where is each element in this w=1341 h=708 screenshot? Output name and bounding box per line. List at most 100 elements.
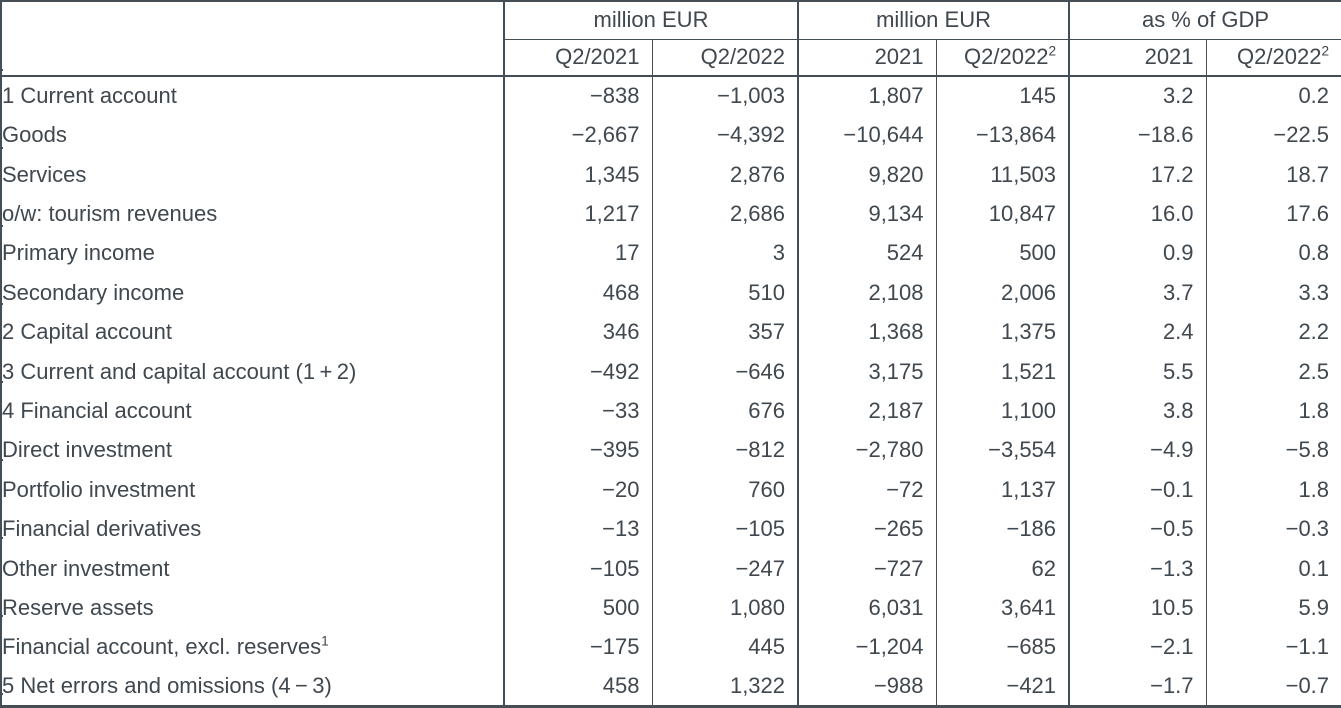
value-cell: 3,641 <box>935 588 1070 628</box>
value-cell: 1,080 <box>651 588 799 628</box>
left-edge-tick <box>0 693 3 695</box>
value-cell: −22.5 <box>1205 115 1341 155</box>
value-cell: −1,204 <box>797 627 937 668</box>
table-row-1-current-account: 1 Current account −838 −1,003 1,807 145 3.2 0.… <box>1 76 1341 116</box>
value-cell: 1.8 <box>1205 391 1341 431</box>
value-cell: −247 <box>651 548 799 589</box>
value-cell: −1.3 <box>1068 548 1207 589</box>
value-cell: 2.5 <box>1205 351 1341 392</box>
value-cell: −0.7 <box>1205 667 1341 707</box>
value-cell: 11,503 <box>935 154 1070 195</box>
value-cell: −265 <box>797 509 937 549</box>
value-cell: −4,392 <box>651 115 799 155</box>
value-cell: 3.7 <box>1068 273 1207 313</box>
column-header-q2-2021-0: Q2/2021 <box>503 39 652 77</box>
value-cell: 524 <box>797 233 937 274</box>
value-cell: 1.8 <box>1205 470 1341 510</box>
table-row-direct-investment: Direct investment −395 −812 −2,780 −3,554 −4.… <box>1 430 1341 471</box>
header-group-row: million EUR million EUR as % of GDP <box>1 1 1341 77</box>
value-cell: −33 <box>503 391 652 431</box>
value-cell: 3,175 <box>797 351 937 392</box>
table-row-3-current-and-capital-account-1-2: 3 Current and capital account (1 + 2) −49… <box>1 351 1341 392</box>
value-cell: −2,667 <box>503 115 652 155</box>
value-cell: −186 <box>935 509 1070 549</box>
table-row-reserve-assets: Reserve assets 500 1,080 6,031 3,641 10.5 5.9 <box>1 588 1341 628</box>
row-label: Financial account, excl. reserves1 <box>2 634 329 660</box>
table-row-other-investment: Other investment −105 −247 −727 62 −1.3 0.1 <box>1 548 1341 589</box>
left-edge-tick <box>0 381 3 383</box>
row-label: o/w: tourism revenues <box>2 200 218 226</box>
value-cell: −3,554 <box>935 430 1070 471</box>
row-label: Services <box>2 161 87 187</box>
value-cell: 1,322 <box>651 667 799 707</box>
value-cell: 9,820 <box>797 154 937 195</box>
value-cell: 3.8 <box>1068 391 1207 431</box>
value-cell: −72 <box>797 470 937 510</box>
value-cell: −105 <box>503 548 652 589</box>
value-cell: 445 <box>651 627 799 668</box>
value-cell: 760 <box>651 470 799 510</box>
value-cell: 0.8 <box>1205 233 1341 274</box>
left-edge-tick <box>0 537 3 539</box>
row-label: Portfolio investment <box>2 476 196 502</box>
value-cell: 1,807 <box>797 76 937 116</box>
value-cell: 3.2 <box>1068 76 1207 116</box>
value-cell: 17 <box>503 233 652 274</box>
value-cell: 500 <box>935 233 1070 274</box>
value-cell: 1,137 <box>935 470 1070 510</box>
value-cell: 1,368 <box>797 312 937 352</box>
left-edge-tick <box>0 459 3 461</box>
value-cell: −5.8 <box>1205 430 1341 471</box>
value-cell: −2.1 <box>1068 627 1207 668</box>
value-cell: −685 <box>935 627 1070 668</box>
value-cell: −105 <box>651 509 799 549</box>
group-header-percent-gdp: as % of GDP <box>1068 1 1341 40</box>
group-header-million-eur-quarterly: million EUR <box>502 1 799 40</box>
row-label: Reserve assets <box>2 594 154 620</box>
value-cell: 357 <box>651 312 799 352</box>
row-label: 1 Current account <box>2 83 177 109</box>
table-row-financial-derivatives: Financial derivatives −13 −105 −265 −186 −0.5… <box>1 509 1341 549</box>
value-cell: 6,031 <box>797 588 937 628</box>
value-cell: −0.5 <box>1068 509 1207 549</box>
value-cell: 3.3 <box>1205 273 1341 313</box>
group-header-million-eur-annual: million EUR <box>797 1 1070 40</box>
left-edge-tick <box>0 615 3 617</box>
value-cell: −395 <box>503 430 652 471</box>
column-header-2021-4: 2021 <box>1068 39 1207 77</box>
value-cell: 17.6 <box>1205 194 1341 234</box>
value-cell: −492 <box>503 351 652 392</box>
value-cell: −13 <box>503 509 652 549</box>
row-label: Direct investment <box>2 437 172 463</box>
value-cell: −1,003 <box>651 76 799 116</box>
value-cell: −2,780 <box>797 430 937 471</box>
value-cell: 500 <box>503 588 652 628</box>
value-cell: 0.9 <box>1068 233 1207 274</box>
value-cell: −812 <box>651 430 799 471</box>
table-row-services: Services 1,345 2,876 9,820 11,503 17.2 18.7 <box>1 154 1341 195</box>
value-cell: 2.2 <box>1205 312 1341 352</box>
value-cell: 145 <box>935 76 1070 116</box>
value-cell: 2,876 <box>651 154 799 195</box>
value-cell: −18.6 <box>1068 115 1207 155</box>
value-cell: 9,134 <box>797 194 937 234</box>
row-label: Goods <box>2 122 67 148</box>
header-period-row: Q2/2021 Q2/2022 2021 Q2/20222 2021 Q2/20222 <box>1 39 1341 77</box>
left-edge-tick <box>0 69 3 71</box>
row-label: 5 Net errors and omissions (4 − 3) <box>2 673 332 699</box>
table-row-portfolio-investment: Portfolio investment −20 760 −72 1,137 −0.1 1.… <box>1 470 1341 510</box>
value-cell: 676 <box>651 391 799 431</box>
value-cell: 3 <box>651 233 799 274</box>
row-label-header-cell <box>1 1 504 77</box>
table-row-secondary-income: Secondary income 468 510 2,108 2,006 3.7 3.3 <box>1 273 1341 313</box>
table-header: million EUR million EUR as % of GDP Q2/2… <box>1 1 1341 77</box>
table-row-2-capital-account: 2 Capital account 346 357 1,368 1,375 2.4 2.2 <box>1 312 1341 352</box>
value-cell: −838 <box>503 76 652 116</box>
table-body: 1 Current account −838 −1,003 1,807 145 3.2 0.… <box>1 76 1341 707</box>
value-cell: −727 <box>797 548 937 589</box>
left-edge-tick <box>0 303 3 305</box>
value-cell: 16.0 <box>1068 194 1207 234</box>
value-cell: −10,644 <box>797 115 937 155</box>
value-cell: −1.7 <box>1068 667 1207 707</box>
value-cell: 18.7 <box>1205 154 1341 195</box>
